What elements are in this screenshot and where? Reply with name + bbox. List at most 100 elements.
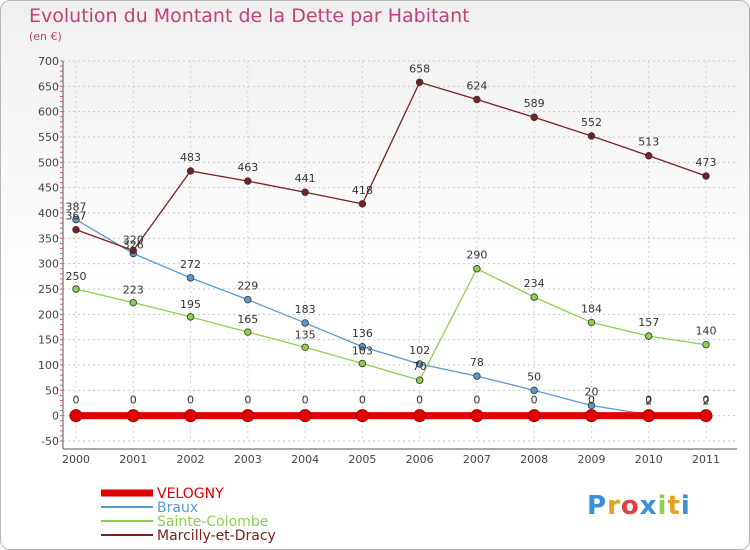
data-label-braux: 229: [237, 280, 258, 293]
data-label-braux: 272: [180, 258, 201, 271]
data-point-sainte-colombe: [301, 343, 309, 351]
y-tick-label: 50: [45, 384, 59, 397]
data-label-velogny: 0: [130, 394, 137, 407]
data-point-braux: [301, 319, 309, 327]
data-point-sainte-colombe: [645, 332, 653, 340]
x-tick-label: 2004: [291, 453, 319, 466]
series-line-braux: [75, 219, 706, 416]
data-label-sainte-colombe: 184: [581, 302, 602, 315]
logo-letter: x: [639, 491, 658, 521]
y-tick-label: 400: [38, 207, 59, 220]
data-label-marcilly-et-dracy: 367: [66, 210, 87, 223]
chart-title: Evolution du Montant de la Dette par Hab…: [29, 5, 470, 27]
data-point-marcilly-et-dracy: [72, 226, 80, 234]
data-point-braux: [587, 401, 596, 410]
data-label-sainte-colombe: 70: [413, 360, 427, 373]
data-point-marcilly-et-dracy: [129, 246, 137, 255]
y-tick-label: 100: [38, 359, 59, 372]
y-tick-label: 700: [38, 55, 59, 68]
data-point-velogny: [642, 409, 656, 423]
y-tick-label: -50: [41, 435, 59, 448]
data-label-braux: 78: [470, 356, 484, 369]
data-label-braux: 2: [703, 395, 710, 408]
data-point-velogny: [470, 409, 484, 423]
data-label-sainte-colombe: 223: [123, 284, 144, 297]
proxiti-logo: Proxiti: [587, 491, 691, 521]
x-tick-label: 2003: [234, 453, 262, 466]
data-label-sainte-colombe: 140: [696, 325, 717, 338]
data-point-sainte-colombe: [244, 328, 252, 336]
legend-entry-braux: Braux: [157, 500, 198, 516]
data-point-braux: [530, 386, 538, 395]
data-point-marcilly-et-dracy: [358, 200, 367, 208]
data-point-sainte-colombe: [129, 298, 137, 307]
data-label-velogny: 0: [302, 394, 309, 407]
data-point-velogny: [126, 409, 140, 423]
data-point-sainte-colombe: [530, 293, 538, 301]
y-tick-label: 550: [38, 131, 59, 144]
data-label-braux: 102: [409, 344, 430, 357]
data-label-marcilly-et-dracy: 589: [524, 97, 545, 110]
data-label-braux: 20: [584, 386, 598, 399]
data-label-velogny: 0: [244, 394, 251, 407]
data-label-braux: 183: [295, 303, 316, 316]
x-tick-label: 2010: [635, 453, 663, 466]
data-label-velogny: 0: [359, 394, 366, 407]
data-point-marcilly-et-dracy: [473, 95, 481, 104]
logo-letter: t: [667, 491, 681, 521]
series-line-marcilly-et-dracy: [75, 81, 707, 252]
data-label-braux: 136: [352, 327, 373, 340]
data-point-velogny: [69, 409, 83, 423]
data-point-braux: [358, 343, 367, 351]
data-label-marcilly-et-dracy: 624: [466, 80, 487, 93]
chart-unit: (en €): [29, 30, 62, 43]
data-label-marcilly-et-dracy: 658: [409, 62, 430, 75]
x-tick-label: 2008: [520, 453, 548, 466]
data-point-braux: [244, 295, 252, 304]
x-tick-label: 2005: [348, 453, 376, 466]
data-label-braux: 2: [645, 395, 652, 408]
data-point-sainte-colombe: [72, 285, 80, 293]
data-label-velogny: 0: [703, 394, 710, 407]
logo-letter: o: [620, 491, 640, 521]
data-label-sainte-colombe: 165: [237, 313, 258, 326]
legend-entry-marcilly-et-dracy: Marcilly-et-Dracy: [157, 528, 276, 544]
data-point-marcilly-et-dracy: [301, 188, 309, 196]
data-point-velogny: [413, 409, 427, 423]
data-label-marcilly-et-dracy: 326: [123, 238, 144, 251]
data-point-marcilly-et-dracy: [702, 172, 710, 180]
data-label-sainte-colombe: 290: [466, 249, 487, 262]
y-tick-label: 250: [38, 283, 59, 296]
data-label-velogny: 0: [187, 394, 194, 407]
x-tick-label: 2000: [62, 453, 90, 466]
data-point-marcilly-et-dracy: [415, 78, 424, 86]
data-point-sainte-colombe: [702, 341, 710, 349]
data-point-sainte-colombe: [415, 376, 424, 384]
data-label-sainte-colombe: 234: [524, 277, 545, 290]
data-label-marcilly-et-dracy: 418: [352, 184, 373, 197]
logo-letter: P: [587, 491, 608, 521]
data-point-sainte-colombe: [587, 318, 596, 327]
legend-entry-sainte-colombe: Sainte-Colombe: [157, 514, 268, 530]
data-point-velogny: [184, 409, 198, 423]
x-tick-label: 2001: [119, 453, 147, 466]
data-point-velogny: [584, 409, 598, 423]
data-point-velogny: [241, 409, 255, 423]
data-point-marcilly-et-dracy: [645, 152, 653, 160]
data-point-braux: [415, 360, 424, 368]
legend-entry-velogny: VELOGNY: [157, 486, 224, 502]
data-label-velogny: 0: [588, 394, 595, 407]
data-point-sainte-colombe: [186, 313, 195, 321]
data-label-velogny: 0: [473, 394, 480, 407]
data-point-braux: [72, 215, 80, 224]
data-point-braux: [186, 274, 195, 282]
y-tick-label: 350: [38, 232, 59, 245]
data-label-marcilly-et-dracy: 513: [638, 136, 659, 149]
data-point-velogny: [527, 409, 541, 423]
data-point-marcilly-et-dracy: [530, 113, 538, 121]
series-line-sainte-colombe: [75, 267, 707, 381]
data-point-braux: [473, 372, 481, 380]
y-tick-label: 500: [38, 156, 59, 169]
